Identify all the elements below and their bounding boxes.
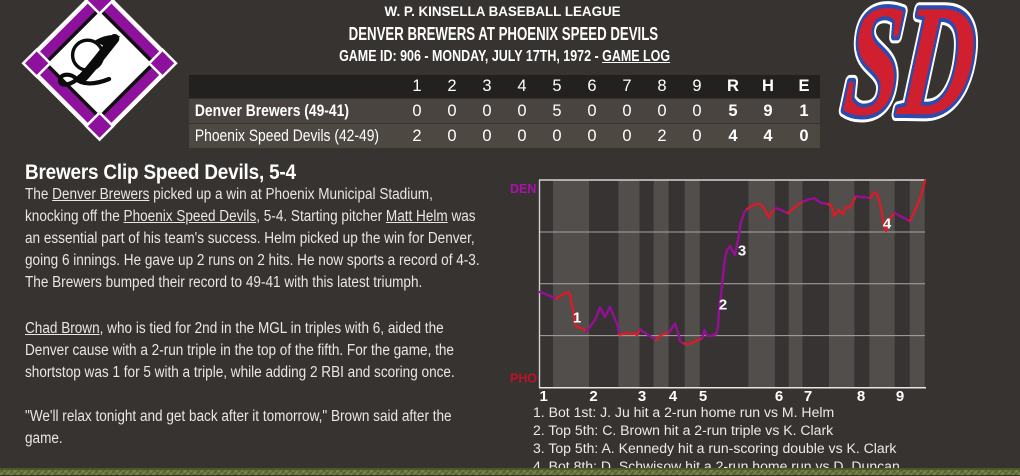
svg-text:SD: SD bbox=[837, 0, 984, 140]
svg-text:SD: SD bbox=[837, 0, 984, 140]
svg-text:1: 1 bbox=[540, 388, 548, 405]
svg-text:1: 1 bbox=[573, 310, 581, 327]
svg-text:7: 7 bbox=[804, 388, 812, 405]
svg-text:3: 3 bbox=[738, 243, 746, 260]
svg-text:2: 2 bbox=[589, 388, 597, 405]
svg-text:4: 4 bbox=[669, 388, 678, 405]
svg-text:2: 2 bbox=[719, 297, 727, 314]
svg-text:9: 9 bbox=[896, 388, 904, 405]
svg-text:4: 4 bbox=[883, 216, 892, 233]
svg-text:6: 6 bbox=[775, 388, 783, 405]
svg-text:8: 8 bbox=[857, 388, 865, 405]
svg-text:SD: SD bbox=[837, 0, 984, 140]
svg-text:DEN: DEN bbox=[510, 182, 536, 196]
svg-text:5: 5 bbox=[699, 388, 707, 405]
svg-text:PHO: PHO bbox=[510, 372, 537, 386]
svg-text:3: 3 bbox=[638, 388, 646, 405]
